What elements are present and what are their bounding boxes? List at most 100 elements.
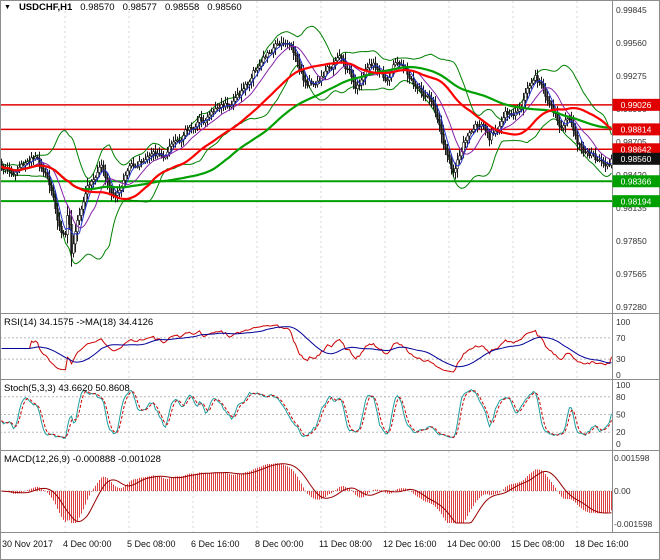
candle-body	[70, 223, 73, 254]
stoch-indicator-label: Stoch(5,3,3) 43.6620 50.8608	[4, 383, 130, 394]
price-tick-label: 0.99845	[616, 5, 647, 15]
candle-body	[314, 83, 317, 86]
resistance-price-badge-label: 0.98642	[621, 144, 652, 154]
time-axis-label: 6 Dec 16:00	[191, 539, 240, 549]
candle-body	[324, 70, 327, 77]
candle-body	[24, 162, 27, 166]
candle-body	[336, 57, 339, 61]
support-price-badge	[612, 175, 660, 188]
time-axis: 30 Nov 2017 4 Dec 00:00 5 Dec 08:00 6 Dec 1…	[2, 539, 629, 549]
time-axis-label: 11 Dec 08:00	[319, 539, 372, 549]
candle-body	[368, 64, 371, 68]
candle-body	[424, 95, 427, 98]
candle-body	[448, 154, 451, 161]
candle-body	[20, 163, 23, 168]
candle-body	[526, 88, 529, 94]
main-price-pane[interactable]	[0, 25, 612, 267]
candle-body	[94, 177, 97, 180]
candle-body	[232, 100, 235, 106]
candle-body	[556, 113, 559, 121]
candle-body	[416, 85, 419, 89]
stoch-pane[interactable]	[0, 388, 612, 439]
candle-body	[246, 83, 249, 86]
time-axis-label: 5 Dec 08:00	[127, 539, 176, 549]
time-axis-label: 18 Dec 16:00	[575, 539, 629, 549]
candle-body	[568, 118, 571, 120]
candle-body	[598, 159, 601, 162]
candle-body	[12, 172, 15, 175]
candle-body	[560, 125, 563, 129]
candle-body	[262, 56, 265, 63]
candle-body	[184, 129, 187, 136]
candle-body	[72, 243, 75, 254]
candle-body	[126, 170, 129, 176]
candle-body	[124, 175, 127, 181]
rsi-line	[1, 324, 612, 373]
candle-body	[90, 181, 93, 186]
candle-body	[118, 190, 121, 193]
candle-body	[490, 132, 493, 141]
candle-body	[458, 155, 461, 161]
candle-body	[372, 62, 375, 66]
candle-body	[128, 165, 131, 172]
rsi-tick-label: 70	[616, 333, 626, 343]
time-axis-label: 15 Dec 08:00	[511, 539, 565, 549]
candle-body	[410, 78, 413, 80]
candle-body	[488, 132, 491, 141]
candle-body	[360, 79, 363, 86]
macd-tick-label: -0.001598	[614, 519, 653, 529]
candle-body	[562, 125, 565, 129]
candle-body	[250, 77, 253, 83]
candle-body	[44, 171, 47, 174]
stoch-signal-line	[1, 390, 612, 439]
candle-body	[138, 161, 141, 167]
macd-pane[interactable]	[0, 463, 612, 524]
candle-body	[174, 140, 177, 143]
rsi-tick-label: 0	[616, 370, 621, 380]
candle-body	[524, 92, 527, 101]
candle-body	[500, 121, 503, 127]
candle-body	[376, 67, 379, 70]
candle-body	[258, 65, 261, 69]
candle-body	[130, 163, 133, 167]
rsi-pane[interactable]	[0, 324, 612, 373]
candle-body	[136, 166, 139, 168]
candle-body	[176, 139, 179, 142]
candle-body	[268, 52, 271, 54]
candle-body	[470, 131, 473, 134]
candle-body	[608, 164, 611, 166]
candle-body	[446, 148, 449, 156]
candle-body	[438, 119, 441, 126]
candle-body	[50, 184, 53, 192]
candle-body	[212, 111, 215, 113]
candle-body	[10, 170, 13, 174]
candle-body	[98, 166, 101, 173]
price-low: 0.98558	[164, 2, 200, 13]
candle-body	[276, 43, 279, 45]
candle-body	[58, 219, 61, 227]
candle-body	[442, 133, 445, 145]
price-axis: 0.998450.995600.992750.989900.987050.984…	[612, 5, 660, 529]
candle-body	[34, 156, 37, 160]
candle-body	[252, 70, 255, 79]
support-price-badge-label: 0.98194	[621, 196, 652, 206]
symbol-dropdown-icon[interactable]: ▼	[4, 4, 11, 11]
candle-body	[472, 129, 475, 132]
candle-body	[468, 132, 471, 137]
candle-body	[414, 83, 417, 87]
candle-body	[52, 190, 55, 198]
candle-body	[66, 215, 69, 235]
candle-body	[586, 151, 589, 154]
candle-body	[356, 84, 359, 89]
candle-body	[464, 140, 467, 143]
candle-body	[104, 171, 107, 178]
candle-body	[210, 111, 213, 116]
candle-body	[254, 69, 257, 72]
candle-body	[366, 67, 369, 70]
candle-body	[140, 161, 143, 163]
candle-body	[242, 88, 245, 92]
macd-tick-label: 0.00	[614, 486, 631, 496]
candle-body	[532, 80, 535, 84]
